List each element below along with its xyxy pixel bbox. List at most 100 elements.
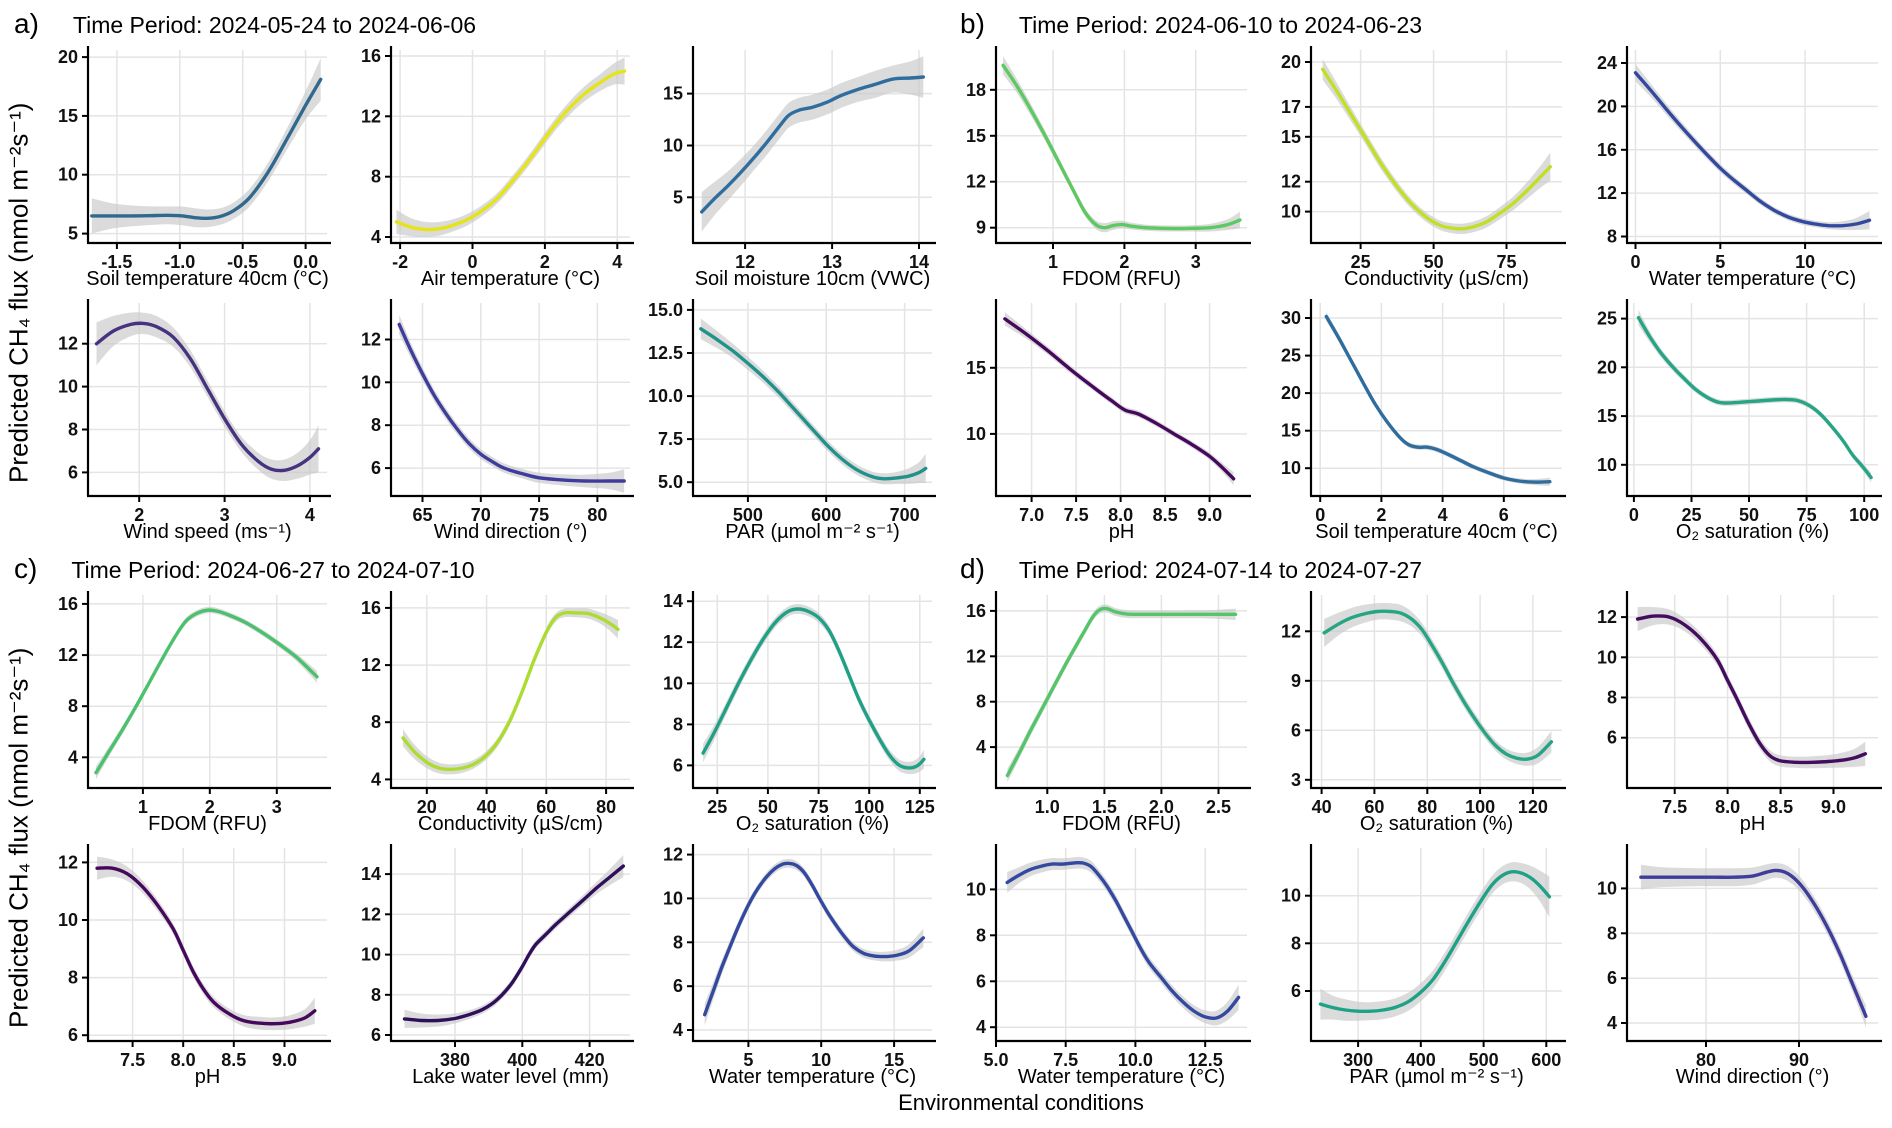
svg-text:4: 4 — [976, 1017, 986, 1037]
svg-text:75: 75 — [529, 505, 549, 525]
svg-text:6: 6 — [1291, 981, 1301, 1001]
subplot-d-wind-direction: 80 90 4 6 8 10 Wind direction (°) — [1577, 838, 1892, 1091]
svg-text:10: 10 — [1795, 252, 1815, 272]
panel-b-body: 1 2 3 9 12 15 18 FDOM (RFU) 25 50 75 10 12 15 17 20 Con… — [946, 40, 1892, 545]
svg-text:6: 6 — [68, 462, 78, 482]
subplot-canvas: 500 600 700 5.0 7.5 10.0 12.5 15.0 PAR (µmol m⁻²… — [648, 298, 937, 543]
svg-text:18: 18 — [966, 80, 986, 100]
svg-text:0: 0 — [1630, 252, 1640, 272]
subplot-x-label: O₂ saturation (%) — [1675, 521, 1828, 543]
panel-c-body: Predicted CH₄ flux (nmol m⁻²s⁻¹) 1 2 3 4 8 12… — [0, 585, 946, 1090]
subplot-c-lake-water-level: 380 400 420 6 8 10 12 14 Lake water level (mm) — [341, 838, 644, 1091]
svg-text:6: 6 — [68, 1025, 78, 1045]
subplot-x-label: pH — [1109, 521, 1135, 543]
subplot-x-label: Water temperature (°C) — [1018, 1066, 1225, 1088]
svg-text:4: 4 — [612, 252, 622, 272]
panel-c-letter: c) — [14, 553, 38, 584]
panel-a-subplot-grid: -1.5 -1.0 -0.5 0.0 5 10 15 20 Soil temperature 4… — [38, 40, 946, 545]
svg-text:4: 4 — [1438, 505, 1448, 525]
panel-c-header: c) Time Period: 2024-06-27 to 2024-07-10 — [0, 545, 946, 585]
svg-text:8.5: 8.5 — [1768, 797, 1793, 817]
svg-text:12: 12 — [361, 904, 381, 924]
subplot-x-label: pH — [195, 1066, 221, 1088]
svg-text:3: 3 — [220, 505, 230, 525]
subplot-canvas: 300 400 500 600 6 8 10 PAR (µmol m⁻² s⁻¹) — [1281, 843, 1567, 1088]
panel-a-header: a) Time Period: 2024-05-24 to 2024-06-06 — [0, 0, 946, 40]
svg-text:6: 6 — [1291, 720, 1301, 740]
subplot-b-fdom: 1 2 3 9 12 15 18 FDOM (RFU) — [946, 40, 1261, 293]
svg-text:700: 700 — [890, 505, 920, 525]
svg-text:8: 8 — [1607, 688, 1617, 708]
subplot-c-ph: 7.5 8.0 8.5 9.0 6 8 10 12 pH — [38, 838, 341, 1091]
svg-text:9: 9 — [1291, 671, 1301, 691]
svg-text:10: 10 — [1597, 454, 1617, 474]
panel-grid: a) Time Period: 2024-05-24 to 2024-06-06… — [0, 0, 1892, 1091]
subplot-b-o2-saturation: 0 25 50 75 100 10 15 20 25 O₂ saturation (%) — [1577, 293, 1892, 546]
subplot-canvas: 0 2 4 6 10 15 20 25 30 Soil temperature 40cm (°C) — [1281, 298, 1567, 543]
svg-text:12: 12 — [966, 172, 986, 192]
svg-text:8: 8 — [68, 696, 78, 716]
svg-text:8.0: 8.0 — [171, 1050, 196, 1070]
svg-text:4: 4 — [673, 1020, 683, 1040]
subplot-x-label: Water temperature (°C) — [709, 1066, 916, 1088]
subplot-canvas: 40 60 80 100 120 3 6 9 12 O₂ saturation (%) — [1281, 591, 1567, 835]
panel-c-subplot-grid: 1 2 3 4 8 12 16 FDOM (RFU) 20 40 60 80 4 8 12 16 Conduc… — [38, 585, 946, 1090]
svg-text:6: 6 — [371, 458, 381, 478]
svg-text:15: 15 — [884, 1050, 904, 1070]
svg-text:0: 0 — [1629, 505, 1639, 525]
svg-text:10: 10 — [58, 376, 78, 396]
svg-text:600: 600 — [812, 505, 842, 525]
svg-text:3: 3 — [272, 797, 282, 817]
panel-b-title: Time Period: 2024-06-10 to 2024-06-23 — [1018, 12, 1423, 38]
svg-text:10: 10 — [58, 165, 78, 185]
svg-text:25: 25 — [708, 797, 728, 817]
svg-text:2: 2 — [134, 505, 144, 525]
svg-text:100: 100 — [1465, 797, 1495, 817]
subplot-b-ph: 7.0 7.5 8.0 8.5 9.0 10 15 pH — [946, 293, 1261, 546]
subplot-b-water-temperature: 0 5 10 8 12 16 20 24 Water temperature (°C) — [1577, 40, 1892, 293]
svg-text:100: 100 — [855, 797, 885, 817]
svg-text:2: 2 — [1377, 505, 1387, 525]
subplot-canvas: 2 3 4 6 8 10 12 Wind speed (ms⁻¹) — [58, 298, 331, 543]
svg-text:50: 50 — [1424, 252, 1444, 272]
panel-b-subplot-grid: 1 2 3 9 12 15 18 FDOM (RFU) 25 50 75 10 12 15 17 20 Con… — [946, 40, 1892, 545]
subplot-canvas: 7.5 8.0 8.5 9.0 6 8 10 12 pH — [58, 843, 331, 1088]
svg-text:8: 8 — [371, 984, 381, 1004]
svg-text:1.5: 1.5 — [1092, 797, 1117, 817]
svg-text:10: 10 — [1597, 878, 1617, 898]
svg-text:9: 9 — [976, 218, 986, 238]
subplot-c-water-temperature: 5 10 15 4 6 8 10 12 Water temperature (°C) — [643, 838, 946, 1091]
subplot-canvas: 1.0 1.5 2.0 2.5 4 8 12 16 FDOM (RFU) — [966, 591, 1251, 835]
subplot-x-label: FDOM (RFU) — [1062, 268, 1181, 290]
subplot-canvas: 7.5 8.0 8.5 9.0 6 8 10 12 pH — [1597, 591, 1882, 835]
svg-text:4: 4 — [305, 505, 315, 525]
svg-text:12.5: 12.5 — [1188, 1050, 1223, 1070]
svg-text:8: 8 — [1607, 923, 1617, 943]
svg-text:90: 90 — [1789, 1050, 1809, 1070]
svg-text:1: 1 — [1048, 252, 1058, 272]
svg-text:500: 500 — [1469, 1050, 1499, 1070]
panel-c-title: Time Period: 2024-06-27 to 2024-07-10 — [71, 557, 475, 583]
svg-text:9.0: 9.0 — [1197, 505, 1222, 525]
svg-text:5: 5 — [673, 187, 683, 207]
y-axis-label: Predicted CH₄ flux (nmol m⁻²s⁻¹) — [3, 647, 34, 1028]
svg-text:-1.5: -1.5 — [101, 252, 132, 272]
svg-text:120: 120 — [1518, 797, 1548, 817]
subplot-x-label: PAR (µmol m⁻² s⁻¹) — [1350, 1066, 1524, 1088]
subplot-x-label: Wind direction (°) — [433, 521, 587, 543]
svg-text:-0.5: -0.5 — [227, 252, 258, 272]
subplot-x-label: Water temperature (°C) — [1649, 268, 1856, 290]
svg-text:5: 5 — [744, 1050, 754, 1070]
svg-text:75: 75 — [1497, 252, 1517, 272]
panel-b-header: b) Time Period: 2024-06-10 to 2024-06-23 — [946, 0, 1892, 40]
svg-text:7.5: 7.5 — [1662, 797, 1687, 817]
subplot-canvas: 25 50 75 10 12 15 17 20 Conductivity (µS/cm) — [1281, 46, 1567, 290]
svg-text:500: 500 — [733, 505, 763, 525]
subplot-canvas: -1.5 -1.0 -0.5 0.0 5 10 15 20 Soil temperature 4… — [58, 46, 331, 290]
subplot-canvas: 5.0 7.5 10.0 12.5 4 6 8 10 Water temperature (°C… — [966, 843, 1251, 1088]
svg-text:10: 10 — [663, 673, 683, 693]
svg-text:20: 20 — [1281, 383, 1301, 403]
